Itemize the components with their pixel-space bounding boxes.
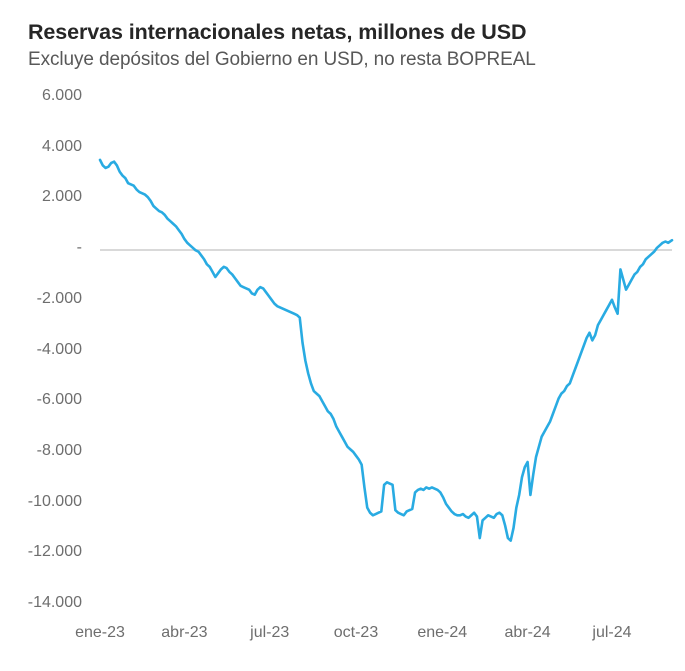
chart-title: Reservas internacionales netas, millones…: [28, 20, 527, 44]
y-tick-label: -: [76, 239, 82, 257]
x-tick-label: ene-23: [75, 624, 125, 641]
x-tick-label: abr-23: [161, 624, 208, 641]
x-tick-label: abr-24: [504, 624, 551, 641]
x-tick-label: ene-24: [417, 624, 468, 641]
y-tick-label: 4.000: [41, 137, 82, 155]
chart-subtitle: Excluye depósitos del Gobierno en USD, n…: [28, 49, 536, 70]
x-tick-label: oct-23: [333, 624, 379, 641]
zero-baseline: [100, 249, 672, 251]
y-tick-label: -8.000: [36, 441, 82, 459]
y-tick-label: -2.000: [36, 289, 82, 307]
y-tick-label: 6.000: [41, 87, 82, 104]
y-tick-label: -14.000: [27, 594, 82, 611]
y-tick-label: -4.000: [36, 340, 82, 358]
x-tick-label: jul-24: [592, 624, 632, 641]
x-tick-label: jul-23: [250, 624, 290, 641]
series-path: [98, 158, 674, 542]
y-tick-label: 2.000: [41, 188, 82, 206]
y-tick-label: -12.000: [27, 543, 82, 561]
y-tick-label: -6.000: [36, 391, 82, 409]
y-tick-label: -10.000: [27, 492, 82, 510]
